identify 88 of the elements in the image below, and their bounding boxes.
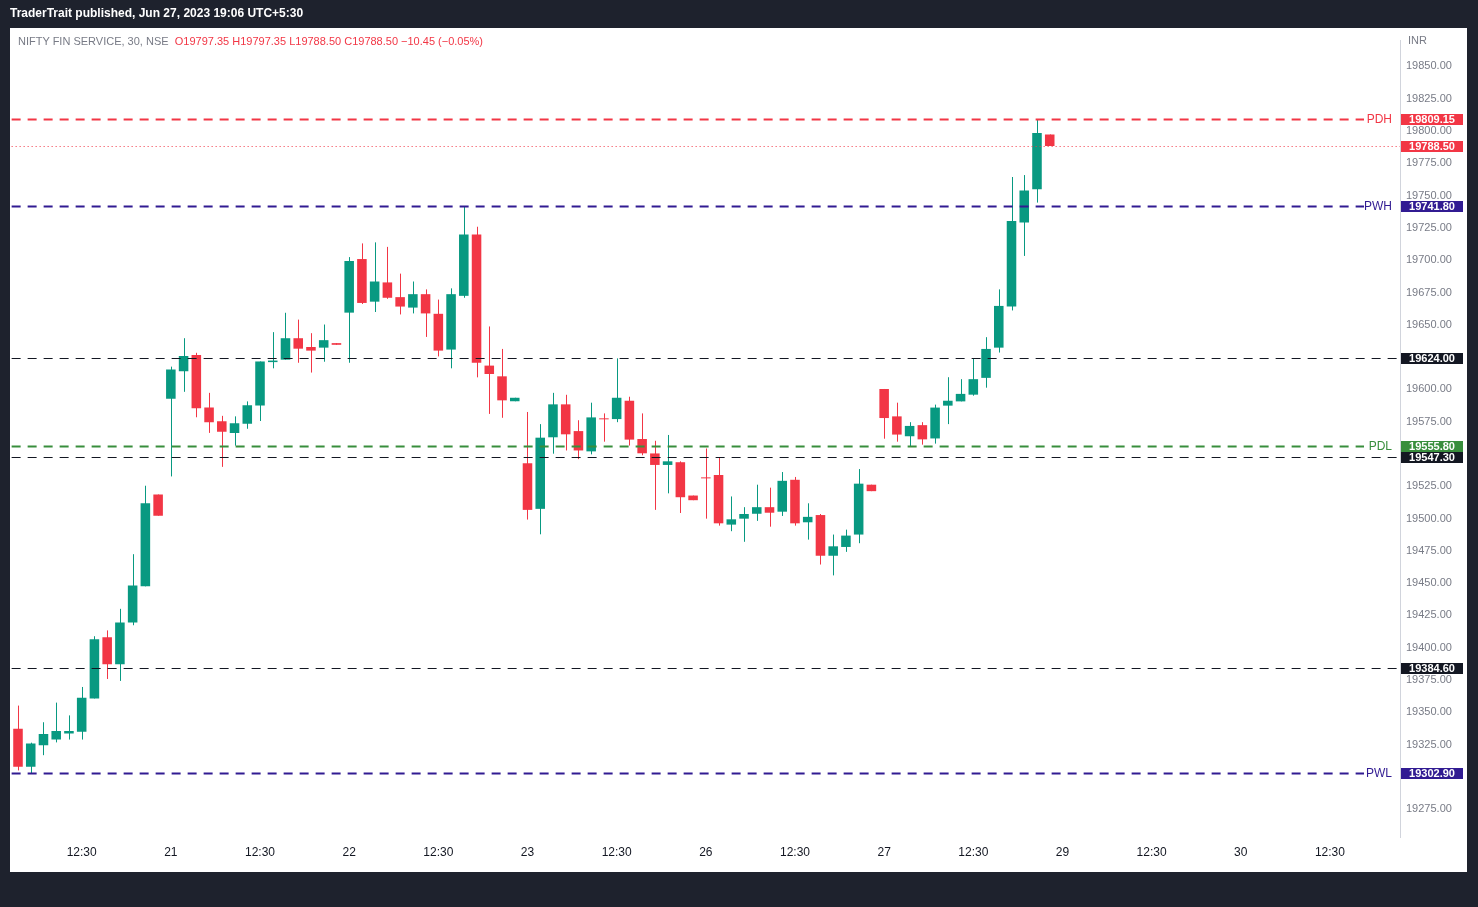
candlestick bbox=[217, 415, 227, 468]
x-tick-label: 12:30 bbox=[244, 845, 276, 860]
text: 19788.50 bbox=[1409, 140, 1455, 153]
candlestick bbox=[51, 702, 61, 743]
y-tick-label: 19850.00 bbox=[1406, 59, 1452, 72]
candlestick bbox=[242, 400, 253, 430]
y-tick-label: 19700.00 bbox=[1406, 253, 1452, 266]
candlestick bbox=[318, 324, 329, 363]
y-tick-label: 19775.00 bbox=[1406, 156, 1452, 169]
y-tick-label: 19350.00 bbox=[1406, 705, 1452, 718]
candlestick bbox=[25, 742, 36, 774]
y-tick-label: 19825.00 bbox=[1406, 91, 1452, 104]
text: 19302.90 bbox=[1409, 767, 1455, 780]
x-tick-label: 12:30 bbox=[1136, 845, 1167, 860]
y-tick-label: 19600.00 bbox=[1406, 382, 1452, 395]
y-tick-label: 19675.00 bbox=[1406, 285, 1452, 298]
candlestick bbox=[369, 241, 380, 313]
y-tick-label: 19325.00 bbox=[1406, 737, 1452, 750]
x-tick-label: 29 bbox=[1055, 845, 1070, 860]
y-tick-label: 19450.00 bbox=[1406, 576, 1452, 589]
candlestick bbox=[943, 376, 953, 425]
x-tick-label: 23 bbox=[520, 845, 535, 860]
y-tick-label: 19400.00 bbox=[1406, 640, 1452, 653]
candlestick bbox=[408, 281, 418, 314]
text: 19624.00 bbox=[1409, 352, 1455, 365]
candlestick bbox=[178, 337, 189, 393]
text: 19741.80 bbox=[1409, 200, 1455, 213]
candlestick bbox=[293, 319, 303, 364]
candlestick bbox=[904, 421, 915, 447]
text: 19809.15 bbox=[1409, 113, 1455, 126]
text: 19555.80 bbox=[1409, 440, 1455, 453]
candlestick bbox=[917, 421, 928, 446]
x-tick-label: 12:30 bbox=[66, 845, 98, 860]
ref-line-label: PDH bbox=[1366, 111, 1392, 126]
candlestick bbox=[726, 495, 737, 532]
ref-line-label: PDL bbox=[1368, 438, 1393, 453]
candlestick bbox=[892, 402, 902, 443]
candlestick bbox=[650, 440, 660, 511]
candlestick bbox=[841, 529, 851, 553]
candlestick bbox=[968, 358, 979, 397]
candlestick bbox=[599, 412, 609, 443]
candlestick bbox=[764, 487, 775, 528]
candlestick bbox=[38, 721, 49, 756]
candlestick bbox=[280, 312, 291, 361]
candlestick bbox=[611, 357, 622, 423]
ref-line-label: PWH bbox=[1364, 198, 1392, 213]
candlestick bbox=[64, 714, 74, 741]
chart-title: NIFTY FIN SERVICE, 30, NSE bbox=[18, 35, 169, 48]
y-tick-label: 19575.00 bbox=[1406, 414, 1452, 427]
candlestick bbox=[229, 415, 240, 447]
y-tick-label: 19725.00 bbox=[1406, 220, 1452, 233]
y-tick-label: 19500.00 bbox=[1406, 511, 1452, 524]
candlestick bbox=[739, 506, 749, 543]
candlestick bbox=[662, 434, 673, 494]
candlestick bbox=[395, 273, 405, 315]
x-tick-label: 12:30 bbox=[423, 845, 454, 860]
chart-subtitle: O19797.35 H19797.35 L19788.50 C19788.50 −10.45 (−0.05%) bbox=[174, 35, 484, 48]
text: 19547.30 bbox=[1409, 451, 1455, 464]
y-tick-label: 19475.00 bbox=[1406, 543, 1452, 556]
x-tick-label: 12:30 bbox=[1314, 845, 1346, 860]
ref-line-label: PWL bbox=[1365, 765, 1393, 780]
candlestick bbox=[828, 534, 838, 576]
x-tick-label: 12:30 bbox=[601, 845, 632, 860]
candlestick bbox=[751, 484, 762, 522]
candlestick bbox=[420, 288, 431, 338]
candlestick bbox=[701, 448, 711, 520]
y-tick-label: 19750.00 bbox=[1406, 188, 1452, 201]
y-tick-label: 19525.00 bbox=[1406, 479, 1452, 492]
y-tick-label: 19375.00 bbox=[1406, 673, 1452, 686]
x-tick-label: 27 bbox=[877, 845, 892, 860]
x-tick-label: 30 bbox=[1234, 845, 1248, 860]
candlestick bbox=[637, 412, 647, 456]
candlestick bbox=[382, 246, 393, 300]
x-tick-label: 12:30 bbox=[958, 845, 989, 860]
text: TraderTrait published, Jun 27, 2023 19:06 UTC+5:30 bbox=[10, 6, 304, 20]
candlestick bbox=[204, 392, 214, 434]
x-tick-label: 22 bbox=[342, 845, 357, 860]
y-tick-label: 19425.00 bbox=[1406, 608, 1452, 621]
candlestick bbox=[306, 332, 316, 374]
x-tick-label: 12:30 bbox=[779, 845, 811, 860]
x-tick-label: 21 bbox=[164, 845, 178, 860]
y-tick-label: 19800.00 bbox=[1406, 124, 1452, 137]
candlestick bbox=[484, 325, 495, 415]
y-tick-label: 19650.00 bbox=[1406, 317, 1452, 330]
y-axis-title: INR bbox=[1408, 34, 1427, 47]
y-tick-label: 19275.00 bbox=[1406, 802, 1452, 815]
text: 19384.60 bbox=[1409, 662, 1455, 675]
x-tick-label: 26 bbox=[699, 845, 713, 860]
